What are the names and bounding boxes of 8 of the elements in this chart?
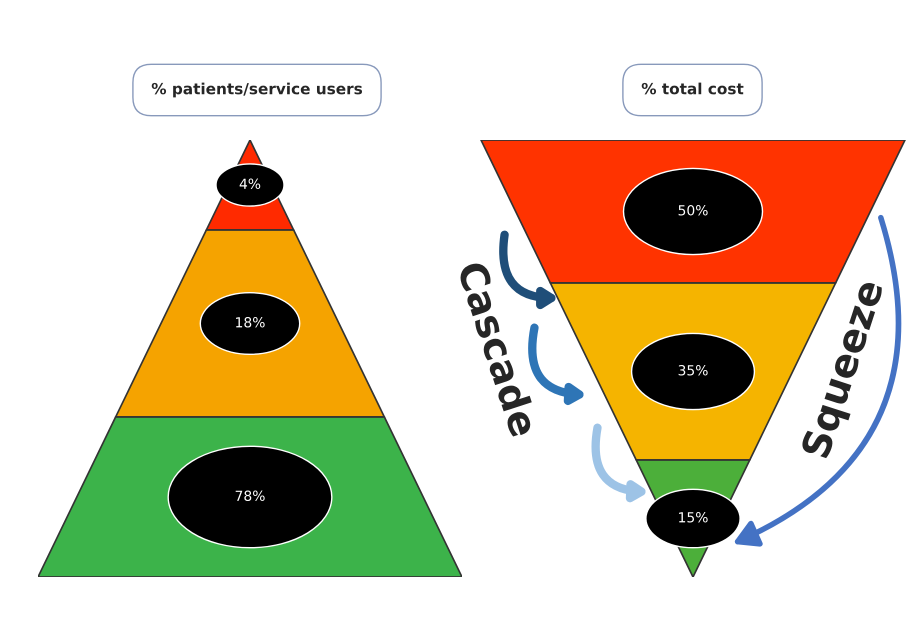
data-label: 78% [236, 490, 265, 502]
data-label: 4% [240, 178, 260, 190]
data-label: 50% [678, 205, 708, 216]
data-label: 15% [679, 512, 708, 523]
text: % patients/service users [152, 82, 362, 98]
text: % total cost [642, 82, 744, 94]
data-label: 18% [236, 317, 265, 328]
data-label: 35% [678, 365, 708, 376]
